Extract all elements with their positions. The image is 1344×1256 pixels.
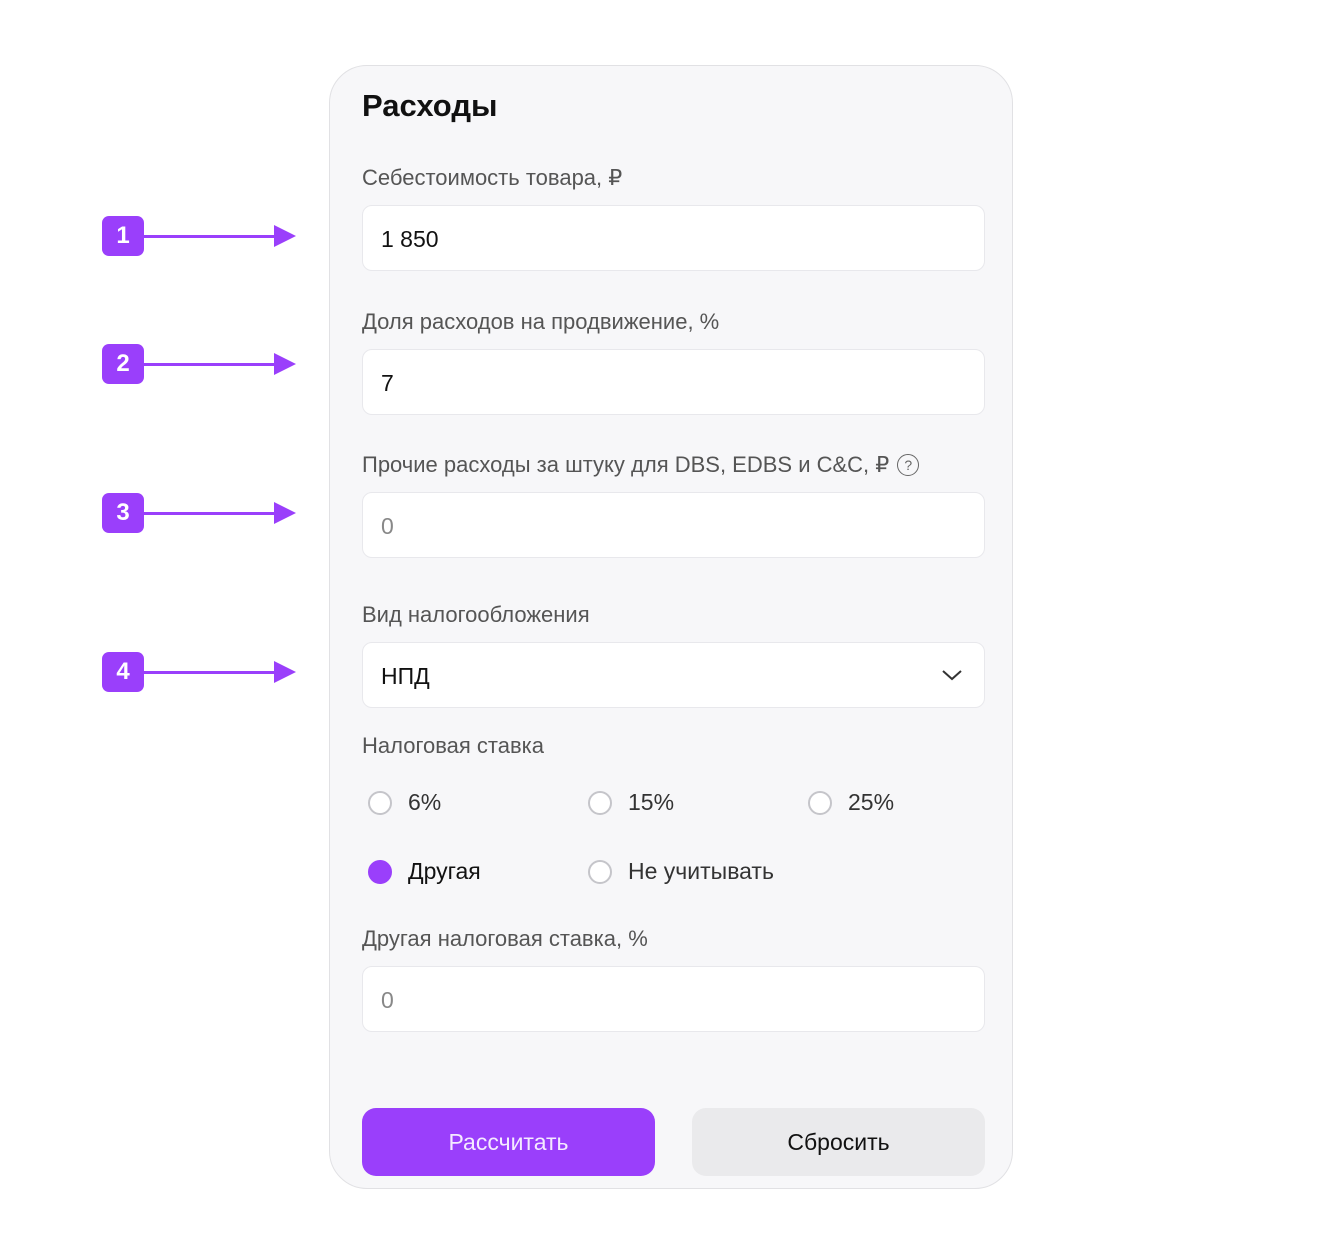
other-expenses-label: Прочие расходы за штуку для DBS, EDBS и … <box>362 452 920 478</box>
arrowhead-icon <box>274 353 296 375</box>
radio-circle <box>588 790 612 815</box>
radio-25[interactable]: 25% <box>808 789 894 816</box>
radio-other[interactable]: Другая <box>368 858 481 885</box>
arrowhead-icon <box>274 225 296 247</box>
tax-type-label: Вид налогообложения <box>362 602 590 627</box>
other-expenses-input[interactable]: 0 <box>362 492 985 558</box>
custom-rate-placeholder: 0 <box>381 987 394 1013</box>
annotation-badge: 3 <box>102 493 144 533</box>
radio-6[interactable]: 6% <box>368 789 441 816</box>
annotation-marker-4: 4 <box>102 652 296 692</box>
other-expenses-placeholder: 0 <box>381 513 394 539</box>
radio-circle <box>808 790 832 815</box>
card-title: Расходы <box>362 88 498 123</box>
annotation-badge: 2 <box>102 344 144 384</box>
promo-label: Доля расходов на продвижение, % <box>362 309 720 334</box>
cost-label: Себестоимость товара, ₽ <box>362 165 623 190</box>
radio-label: 6% <box>408 789 442 815</box>
radio-15[interactable]: 15% <box>588 789 674 816</box>
custom-rate-input[interactable]: 0 <box>362 966 985 1032</box>
annotation-badge: 4 <box>102 652 144 692</box>
arrow-icon <box>144 670 274 674</box>
radio-circle-selected <box>368 859 392 884</box>
arrowhead-icon <box>274 502 296 524</box>
arrow-icon <box>144 362 274 366</box>
chevron-down-icon <box>942 670 962 681</box>
help-icon[interactable]: ? <box>897 454 920 476</box>
other-expenses-label-text: Прочие расходы за штуку для DBS, EDBS и … <box>362 452 890 477</box>
reset-button[interactable]: Сбросить <box>692 1108 985 1176</box>
promo-value: 7 <box>381 370 394 396</box>
radio-label: 25% <box>848 789 895 815</box>
annotation-marker-1: 1 <box>102 216 296 256</box>
tax-type-value: НПД <box>381 663 430 689</box>
tax-type-select[interactable]: НПД <box>362 642 985 708</box>
tax-rate-label: Налоговая ставка <box>362 733 545 758</box>
cost-value: 1 850 <box>381 226 439 252</box>
custom-rate-label: Другая налоговая ставка, % <box>362 926 648 951</box>
radio-circle <box>368 790 392 815</box>
radio-label: Не учитывать <box>628 858 774 884</box>
radio-label: Другая <box>408 858 481 884</box>
annotation-badge: 1 <box>102 216 144 256</box>
radio-label: 15% <box>628 789 675 815</box>
cost-input[interactable]: 1 850 <box>362 205 985 271</box>
arrow-icon <box>144 234 274 238</box>
radio-circle <box>588 859 612 884</box>
arrowhead-icon <box>274 661 296 683</box>
annotation-marker-3: 3 <box>102 493 296 533</box>
calculate-button[interactable]: Рассчитать <box>362 1108 655 1176</box>
promo-input[interactable]: 7 <box>362 349 985 415</box>
arrow-icon <box>144 511 274 515</box>
radio-ignore[interactable]: Не учитывать <box>588 858 774 885</box>
annotation-marker-2: 2 <box>102 344 296 384</box>
